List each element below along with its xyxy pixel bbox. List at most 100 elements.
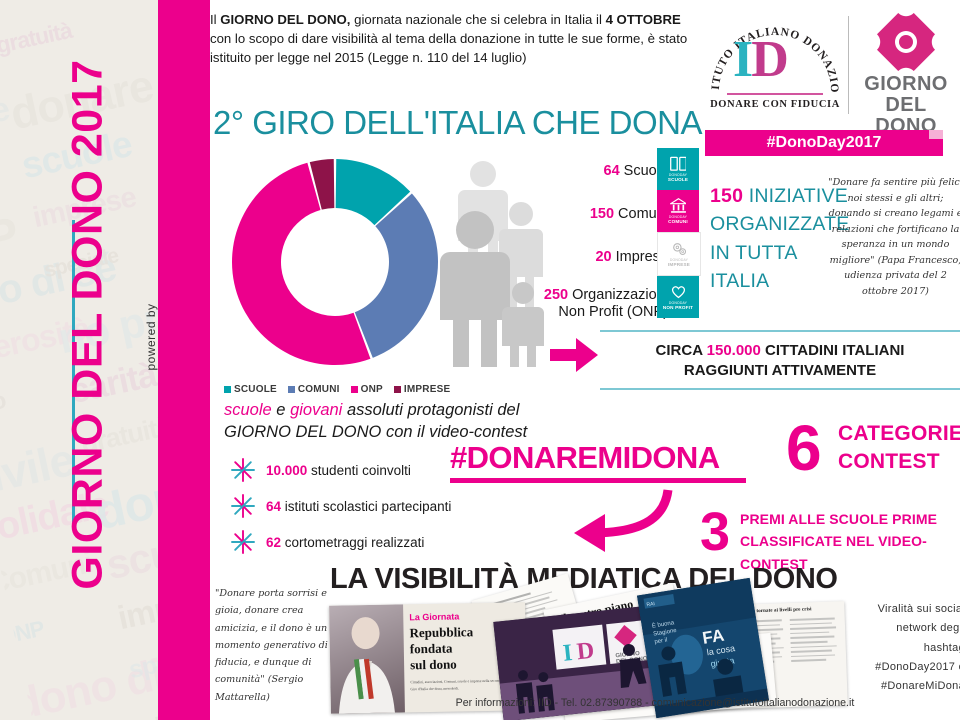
virality-l1: Viralità sui social	[877, 603, 960, 615]
hashtag-donaremidona: #DONAREMIDONA	[450, 440, 720, 475]
gdd-wordmark: GIORNO DEL DONO	[857, 74, 955, 136]
contest-categories-label: CATEGORIE CONTEST	[838, 420, 960, 477]
badge-label: IMPRESE	[667, 261, 691, 267]
pope-quote: "Donare fa sentire più felici noi stessi…	[828, 175, 960, 299]
virality-l5: #DonareMiDona	[881, 680, 960, 692]
stat-label: Imprese	[615, 249, 668, 266]
mattarella-quote-attribution: (Sergio Mattarella)	[215, 674, 304, 703]
svg-text:per il: per il	[654, 638, 668, 646]
bullet-item: 10.000 studenti coinvolti	[230, 452, 530, 488]
stat-number: 64	[603, 163, 620, 180]
left-sidebar: donocaritàcivilegratuitàsolidaledonareCo…	[0, 0, 160, 720]
bullet-text: 10.000 studenti coinvolti	[266, 462, 411, 478]
gdd-line-1: GIORNO	[864, 73, 948, 95]
donut-chart-svg	[232, 159, 438, 365]
stat-row: 20 Imprese	[488, 236, 668, 279]
contest-prizes-label: PREMI ALLE SCUOLE PRIME CLASSIFICATE NEL…	[740, 508, 960, 575]
sidebar-accent-strip	[158, 0, 210, 720]
reach-band: CIRCA 150.000 CITTADINI ITALIANI RAGGIUN…	[600, 330, 960, 390]
iid-divider	[727, 93, 823, 95]
iid-logo: ISTITUTO ITALIANO DONAZIONE ID DONARE CO…	[705, 7, 845, 125]
hashtag-banner: #DonoDay2017	[705, 130, 943, 156]
contest-prize-l2: CLASSIFICATE NEL VIDEO-CONTEST	[740, 533, 927, 572]
right-arrow-icon	[550, 338, 598, 372]
intro-bold-1: GIORNO DEL DONO,	[220, 12, 351, 27]
stat-row: 250 Organizzazioni Non Profit (ONP)	[488, 279, 668, 345]
bullet-item: 64 istituti scolastici partecipanti	[230, 488, 530, 524]
contest-categories-number: 6	[786, 412, 822, 484]
bullet-list: 10.000 studenti coinvolti 64 istituti sco…	[230, 452, 530, 560]
badge-imprese: DONODAY IMPRESE	[657, 232, 701, 276]
legend-item-scuole: SCUOLE	[224, 384, 277, 395]
logo-separator	[848, 16, 849, 114]
scuole-line2: GIORNO DEL DONO con il video-contest	[224, 422, 528, 441]
iniziative-number: 150	[710, 185, 744, 207]
reach-text: CIRCA 150.000 CITTADINI ITALIANI RAGGIUN…	[600, 332, 960, 388]
scuole-word: scuole	[224, 401, 272, 419]
hashtag-banner-fold	[929, 130, 943, 139]
giovani-word: giovani	[290, 401, 343, 419]
curved-arrow-icon	[574, 489, 673, 552]
press-photo-person-icon	[338, 617, 395, 714]
clipping-repubblica: La Giornata Repubblica fondata sul dono …	[329, 602, 527, 714]
iid-letter-i: I	[733, 31, 753, 88]
svg-text:la cosa: la cosa	[706, 643, 736, 657]
logo-group: ISTITUTO ITALIANO DONAZIONE ID DONARE CO…	[705, 4, 957, 164]
chart-legend: SCUOLE COMUNI ONP IMPRESE	[224, 384, 454, 395]
contest-cat-l2: CONTEST	[838, 450, 940, 474]
bullet-item: 62 cortometraggi realizzati	[230, 524, 530, 560]
intro-text-1: Il	[210, 12, 221, 27]
press-clippings-collage: La Giornata Repubblica fondata sul dono …	[329, 573, 960, 720]
legend-label: COMUNI	[297, 384, 340, 395]
mattarella-quote: "Donare porta sorrisi e gioia, donare cr…	[215, 585, 335, 706]
legend-label: SCUOLE	[234, 384, 277, 395]
iniziative-word: INIZIATIVE	[748, 185, 848, 207]
svg-text:D: D	[576, 638, 596, 666]
stat-label: Scuole	[623, 163, 668, 180]
iniziative-line2: ORGANIZZATE	[710, 213, 850, 236]
bullet-number: 10.000	[266, 462, 308, 478]
legend-item-comuni: COMUNI	[287, 384, 340, 395]
badge-kicker: DONODAY	[668, 300, 688, 305]
virality-note: Viralità sui social network degli hashta…	[860, 600, 960, 696]
star-burst-icon	[230, 457, 256, 483]
texture-word: speciale	[126, 637, 160, 685]
badge-kicker: DONODAY	[668, 214, 688, 219]
page-title: GIORNO DEL DONO 2017	[63, 59, 112, 590]
iniziative-block: 150 INIZIATIVE ORGANIZZATE IN TUTTA ITAL…	[710, 182, 860, 295]
svg-text:I: I	[562, 640, 574, 667]
book-icon	[669, 156, 687, 172]
virality-l3: hashtag	[923, 641, 960, 654]
intro-text-2: giornata nazionale che si celebra in Ita…	[350, 12, 606, 27]
iid-letter-d: D	[751, 31, 789, 88]
legend-label: IMPRESE	[403, 384, 451, 395]
donut-slice-imprese	[309, 159, 335, 210]
iid-monogram: ID	[733, 33, 817, 87]
badge-label: COMUNI	[668, 218, 688, 224]
svg-text:È buona: È buona	[651, 619, 675, 630]
legend-item-imprese: IMPRESE	[393, 384, 451, 395]
reach-post: CITTADINI ITALIANI	[760, 342, 905, 359]
clipping-fa-cosa-giusta: RAI È buona Stagione per il FA la cosa g…	[637, 577, 769, 719]
iid-tagline: DONARE CON FIDUCIA	[710, 99, 840, 110]
pope-quote-text: "Donare fa sentire più felici noi stessi…	[828, 177, 960, 266]
stat-label: Organizzazioni	[572, 287, 668, 303]
powered-by-label: powered by	[144, 303, 158, 371]
intro-text-3: con lo scopo di dare visibilità al tema …	[210, 31, 688, 66]
diamond-flower-icon	[874, 10, 938, 74]
intro-bold-2: 4 OTTOBRE	[605, 12, 681, 27]
contest-prize-l1: PREMI ALLE SCUOLE PRIME	[740, 511, 938, 527]
virality-l2: network degli	[896, 622, 960, 635]
hashtag-underline	[450, 478, 746, 483]
bullet-text: 64 istituti scolastici partecipanti	[266, 498, 452, 514]
band-rule-top	[600, 330, 960, 332]
virality-l4: #DonoDay2017 e	[875, 660, 960, 673]
stats-list: 64 Scuole 150 Comuni 20 Imprese 250 Organizz…	[488, 150, 668, 345]
stat-number: 250	[543, 287, 569, 303]
legend-swatch-icon	[224, 386, 231, 393]
svg-text:Stagione: Stagione	[653, 628, 678, 638]
legend-item-onp: ONP	[350, 384, 383, 395]
badge-label: SCUOLE	[667, 176, 689, 182]
mattarella-quote-text: "Donare porta sorrisi e gioia, donare cr…	[215, 588, 328, 686]
